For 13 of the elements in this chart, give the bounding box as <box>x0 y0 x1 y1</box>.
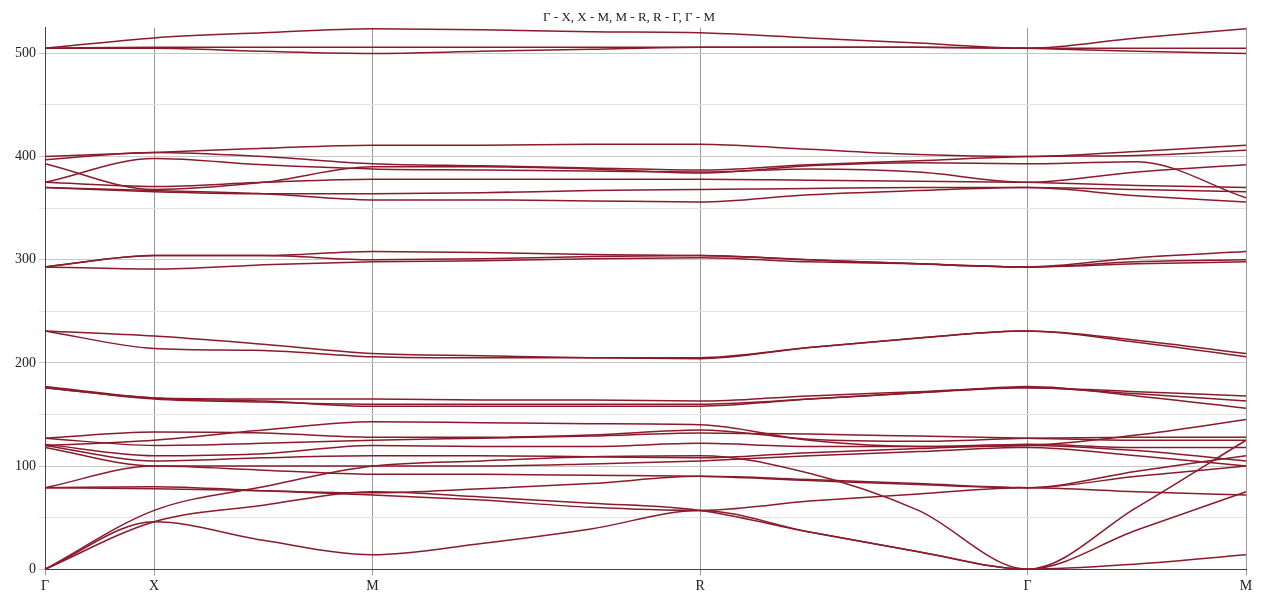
x-tick-label: X <box>149 578 160 594</box>
x-tick-label: Γ <box>40 578 50 594</box>
x-tick-label: M <box>1239 578 1253 594</box>
y-tick-label: 200 <box>15 354 36 370</box>
x-tick-label: M <box>366 578 380 594</box>
y-tick-label: 0 <box>29 560 36 576</box>
y-tick-label: 400 <box>15 148 36 164</box>
x-tick-label: Γ <box>1023 578 1032 594</box>
y-tick-label: 100 <box>15 457 36 473</box>
x-tick-label: R <box>695 578 706 594</box>
chart-title: Γ - X, X - M, M - R, R - Γ, Γ - M <box>543 9 716 25</box>
y-tick-label: 300 <box>15 251 36 267</box>
y-tick-label: 500 <box>15 45 36 61</box>
